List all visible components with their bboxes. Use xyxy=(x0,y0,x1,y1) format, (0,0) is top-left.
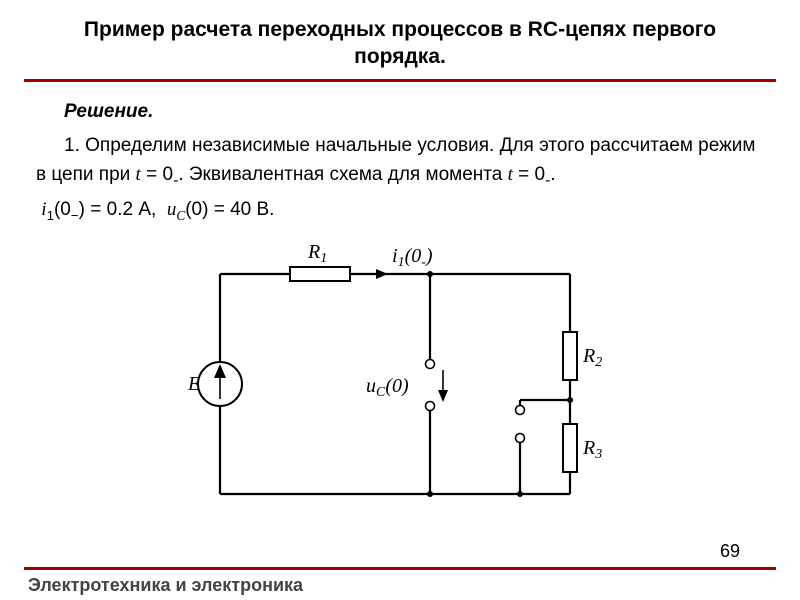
page-title: Пример расчета переходных процессов в RC… xyxy=(40,16,760,71)
uc-arrow-icon xyxy=(438,390,448,402)
label-r3: R3 xyxy=(582,437,602,462)
label-r2: R2 xyxy=(582,345,602,370)
footer-text: Электротехника и электроника xyxy=(28,575,303,596)
label-r1: R1 xyxy=(307,241,327,266)
page-number: 69 xyxy=(720,541,740,562)
label-i1: i1(0-) xyxy=(392,245,433,270)
circuit-diagram: R1 i1(0-) R2 R3 E uC(0) xyxy=(180,234,620,524)
terminal-open xyxy=(426,359,435,368)
i1-arrow-icon xyxy=(376,269,388,279)
footer-rule xyxy=(24,567,776,570)
i1-units: А, xyxy=(138,199,156,220)
label-uc: uC(0) xyxy=(366,375,409,400)
paragraph-1: 1. Определим независимые начальные услов… xyxy=(36,132,764,192)
uc-units: В. xyxy=(257,199,275,220)
content-block: Решение. 1. Определим независимые началь… xyxy=(0,82,800,524)
resistor-r2 xyxy=(563,332,577,380)
label-e: E xyxy=(187,373,200,395)
solution-label: Решение. xyxy=(64,98,764,127)
equation-line: i1(0−) = 0.2 А, uC(0) = 40 В. xyxy=(36,196,764,226)
switch-terminal-bot xyxy=(516,433,525,442)
terminal-open xyxy=(426,401,435,410)
resistor-r3 xyxy=(563,424,577,472)
resistor-r1 xyxy=(290,267,350,281)
switch-terminal-top xyxy=(516,405,525,414)
